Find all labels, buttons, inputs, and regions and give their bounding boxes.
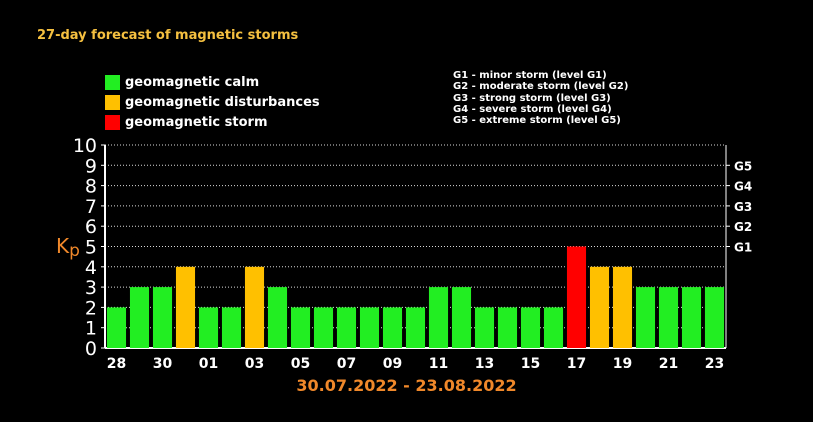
y-axis-label-p: p [69, 241, 80, 261]
legend-item-calm: geomagnetic calm [105, 72, 320, 92]
x-tick-label-13: 13 [475, 356, 494, 372]
storm-level-g3: G3 - strong storm (level G3) [453, 92, 611, 104]
legend-swatch-disturbances [105, 94, 120, 110]
bar-13 [405, 307, 426, 348]
x-tick-label-03: 03 [245, 356, 264, 372]
y-tick-label-10: 10 [73, 135, 97, 157]
bar-14 [428, 287, 449, 348]
y-tick-label-9: 9 [85, 155, 97, 177]
date-range: 30.07.2022 - 23.08.2022 [296, 376, 517, 395]
y-tick-label-0: 0 [85, 338, 97, 360]
bar-10 [336, 307, 357, 348]
y-tick-label-7: 7 [85, 196, 97, 218]
legend: geomagnetic calm geomagnetic disturbance… [105, 72, 320, 132]
storm-level-g2: G2 - moderate storm (level G2) [453, 81, 629, 93]
y-axis-label: Kp [56, 234, 80, 261]
storm-level-g4: G4 - severe storm (level G4) [453, 103, 612, 115]
bar-23 [635, 287, 656, 348]
legend-swatch-calm [105, 74, 120, 90]
legend-swatch-storm [105, 114, 120, 130]
bar-15 [451, 287, 472, 348]
bar-3 [175, 266, 196, 348]
bar-2 [152, 287, 173, 348]
y-tick-label-6: 6 [85, 216, 97, 238]
bar-12 [382, 307, 403, 348]
bar-22 [612, 266, 633, 348]
right-axis-label-G4: G4 [734, 180, 752, 194]
bar-8 [290, 307, 311, 348]
bar-18 [520, 307, 541, 348]
bar-20 [566, 246, 587, 348]
bar-5 [221, 307, 242, 348]
x-tick-label-15: 15 [521, 356, 540, 372]
storm-level-g5: G5 - extreme storm (level G5) [453, 115, 621, 127]
x-tick-label-21: 21 [659, 356, 678, 372]
bar-6 [244, 266, 265, 348]
x-tick-label-23: 23 [705, 356, 724, 372]
y-tick-label-4: 4 [85, 257, 97, 279]
right-axis-label-G2: G2 [734, 220, 752, 234]
legend-label-storm: geomagnetic storm [125, 114, 268, 130]
bar-17 [497, 307, 518, 348]
legend-item-storm: geomagnetic storm [105, 112, 320, 132]
bar-21 [589, 266, 610, 348]
x-tick-label-05: 05 [291, 356, 310, 372]
y-tick-label-8: 8 [85, 176, 97, 198]
bar-25 [681, 287, 702, 348]
x-tick-label-09: 09 [383, 356, 402, 372]
chart-title: 27-day forecast of magnetic storms [37, 28, 299, 43]
legend-label-calm: geomagnetic calm [125, 74, 260, 90]
storm-level-g1: G1 - minor storm (level G1) [453, 70, 607, 81]
x-tick-label-30: 30 [153, 356, 173, 372]
bar-11 [359, 307, 380, 348]
y-axis-label-k: K [56, 234, 70, 258]
x-tick-label-19: 19 [613, 356, 632, 372]
legend-item-disturbances: geomagnetic disturbances [105, 92, 320, 112]
bar-4 [198, 307, 219, 348]
bar-7 [267, 287, 288, 348]
y-tick-label-3: 3 [85, 277, 97, 299]
x-tick-label-17: 17 [567, 356, 586, 372]
y-tick-label-2: 2 [85, 297, 97, 319]
y-tick-label-1: 1 [85, 318, 97, 340]
right-axis-label-G5: G5 [734, 159, 752, 173]
bar-16 [474, 307, 495, 348]
x-tick-label-07: 07 [337, 356, 356, 372]
y-tick-label-5: 5 [85, 237, 97, 259]
bar-0 [106, 307, 127, 348]
legend-label-disturbances: geomagnetic disturbances [125, 94, 320, 110]
storm-level-list: G1 - minor storm (level G1) G2 - moderat… [453, 70, 628, 126]
x-tick-label-11: 11 [429, 356, 448, 372]
x-tick-label-28: 28 [107, 356, 126, 372]
bar-1 [129, 287, 150, 348]
right-axis-label-G3: G3 [734, 200, 752, 214]
x-tick-label-01: 01 [199, 356, 218, 372]
bar-24 [658, 287, 679, 348]
bar-19 [543, 307, 564, 348]
right-axis-label-G1: G1 [734, 241, 752, 255]
bar-9 [313, 307, 334, 348]
bar-26 [704, 287, 725, 348]
